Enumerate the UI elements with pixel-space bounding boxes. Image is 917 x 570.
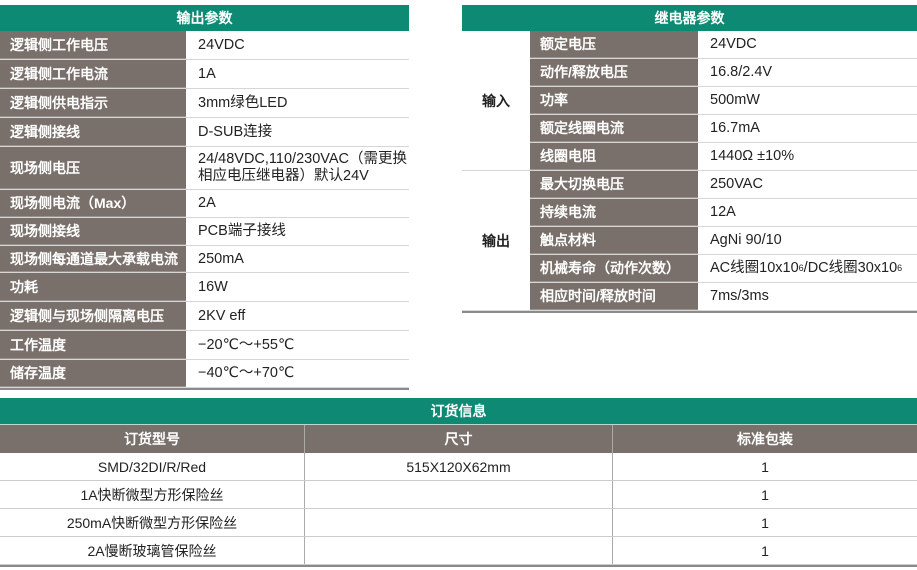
relay-group: 输入 额定电压 24VDC 动作/释放电压 16.8/2.4V 功率 500mW 额定线圈电流… (462, 31, 917, 171)
param-label: 现场侧接线 (0, 218, 186, 245)
order-header-row: 订货型号 尺寸 标准包装 (0, 424, 917, 453)
order-model: SMD/32DI/R/Red (0, 453, 305, 480)
param-value: 3mm绿色LED (198, 94, 288, 111)
table-row: 动作/释放电压 16.8/2.4V (530, 59, 917, 87)
param-value: 1440Ω ±10% (710, 148, 795, 164)
table-row: 最大切换电压 250VAC (530, 171, 917, 199)
order-package: 1 (761, 458, 769, 475)
table-row: 现场侧电流（Max） 2A (0, 190, 409, 218)
order-size (305, 537, 613, 564)
param-value: AgNi 90/10 (710, 232, 782, 248)
table-row: 触点材料 AgNi 90/10 (530, 227, 917, 255)
table-row: 相应时间/释放时间 7ms/3ms (530, 283, 917, 310)
table-row: 持续电流 12A (530, 199, 917, 227)
column-header: 标准包装 (737, 431, 793, 447)
table-row: 线圈电阻 1440Ω ±10% (530, 143, 917, 170)
table-row: SMD/32DI/R/Red 515X120X62mm 1 (0, 453, 917, 481)
param-value: AC线圈10x10 6/DC线圈30x10 6 (710, 260, 903, 276)
param-value: 16W (198, 278, 228, 295)
table-row: 逻辑侧工作电压 24VDC (0, 31, 409, 60)
relay-group: 输出 最大切换电压 250VAC 持续电流 12A 触点材料 AgNi 90/10 机械寿命（… (462, 171, 917, 311)
param-value: 24VDC (710, 36, 757, 52)
param-label: 触点材料 (530, 227, 698, 254)
table-row: 储存温度 −40℃～+70℃ (0, 360, 409, 388)
param-value: 24/48VDC,110/230VAC（需更换相应电压继电器）默认24V (198, 151, 408, 184)
table-row: 1A快断微型方形保险丝 1 (0, 481, 917, 509)
output-params-title: 输出参数 (0, 5, 409, 31)
param-label: 功耗 (0, 273, 186, 301)
param-label: 逻辑侧与现场侧隔离电压 (0, 302, 186, 330)
table-row: 逻辑侧供电指示 3mm绿色LED (0, 89, 409, 118)
param-value: PCB端子接线 (198, 223, 286, 239)
param-value: 1A (198, 65, 216, 82)
param-label: 额定线圈电流 (530, 115, 698, 142)
table-row: 功耗 16W (0, 273, 409, 302)
table-row: 250mA快断微型方形保险丝 1 (0, 509, 917, 537)
table-row: 额定线圈电流 16.7mA (530, 115, 917, 143)
group-name: 输出 (482, 232, 510, 249)
table-row: 现场侧电压 24/48VDC,110/230VAC（需更换相应电压继电器）默认24… (0, 147, 409, 190)
column-header: 订货型号 (0, 425, 305, 453)
table-row: 2A慢断玻璃管保险丝 1 (0, 537, 917, 565)
table-row: 逻辑侧接线 D-SUB连接 (0, 118, 409, 147)
table-row: 工作温度 −20℃～+55℃ (0, 331, 409, 360)
table-row: 额定电压 24VDC (530, 31, 917, 59)
param-label: 现场侧电流（Max） (0, 190, 186, 217)
param-label: 功率 (530, 87, 698, 114)
param-label: 现场侧每通道最大承载电流 (0, 246, 186, 272)
table-row: 机械寿命（动作次数） AC线圈10x10 6/DC线圈30x10 6 (530, 255, 917, 283)
param-label: 动作/释放电压 (530, 59, 698, 86)
param-value: 7ms/3ms (710, 288, 769, 304)
param-value: 24VDC (198, 36, 245, 53)
table-row: 逻辑侧与现场侧隔离电压 2KV eff (0, 302, 409, 331)
table-row: 现场侧接线 PCB端子接线 (0, 218, 409, 246)
param-label: 逻辑侧工作电压 (0, 31, 186, 59)
order-package: 1 (761, 514, 769, 531)
order-package: 1 (761, 542, 769, 559)
param-value: 16.8/2.4V (710, 64, 773, 80)
param-value: D-SUB连接 (198, 123, 273, 140)
param-value: 12A (710, 204, 736, 220)
table-row: 功率 500mW (530, 87, 917, 115)
param-label: 逻辑侧接线 (0, 118, 186, 146)
param-label: 最大切换电压 (530, 171, 698, 198)
order-model: 250mA快断微型方形保险丝 (0, 509, 305, 536)
column-header: 尺寸 (305, 425, 613, 453)
order-size (305, 481, 613, 508)
param-value: 2KV eff (198, 307, 246, 324)
param-label: 现场侧电压 (0, 147, 186, 189)
param-value: 16.7mA (710, 120, 760, 136)
order-package: 1 (761, 486, 769, 503)
table-row: 现场侧每通道最大承载电流 250mA (0, 246, 409, 273)
param-value: 250VAC (710, 176, 763, 192)
param-label: 额定电压 (530, 31, 698, 58)
param-value: −20℃～+55℃ (198, 336, 295, 353)
order-size (305, 509, 613, 536)
param-label: 线圈电阻 (530, 143, 698, 170)
order-model: 2A慢断玻璃管保险丝 (0, 537, 305, 564)
relay-params-title: 继电器参数 (462, 5, 917, 31)
param-label: 机械寿命（动作次数） (530, 255, 698, 282)
param-value: −40℃～+70℃ (198, 365, 295, 381)
relay-params-table: 继电器参数 输入 额定电压 24VDC 动作/释放电压 16.8/2.4V 功率 500mW… (462, 5, 917, 313)
group-name: 输入 (482, 92, 510, 109)
order-model: 1A快断微型方形保险丝 (0, 481, 305, 508)
table-row: 逻辑侧工作电流 1A (0, 60, 409, 89)
order-size: 515X120X62mm (305, 453, 613, 480)
param-label: 储存温度 (0, 360, 186, 387)
order-info-table: 订货信息 订货型号 尺寸 标准包装 SMD/32DI/R/Red 515X120X… (0, 398, 917, 567)
param-value: 500mW (710, 92, 760, 108)
param-label: 持续电流 (530, 199, 698, 226)
param-value: 2A (198, 195, 216, 211)
param-label: 工作温度 (0, 331, 186, 359)
param-label: 逻辑侧工作电流 (0, 60, 186, 88)
order-info-title: 订货信息 (0, 398, 917, 424)
param-label: 相应时间/释放时间 (530, 283, 698, 310)
param-label: 逻辑侧供电指示 (0, 89, 186, 117)
output-params-table: 输出参数 逻辑侧工作电压 24VDC 逻辑侧工作电流 1A 逻辑侧供电指示 3mm绿色LE… (0, 5, 409, 390)
param-value: 250mA (198, 250, 244, 267)
